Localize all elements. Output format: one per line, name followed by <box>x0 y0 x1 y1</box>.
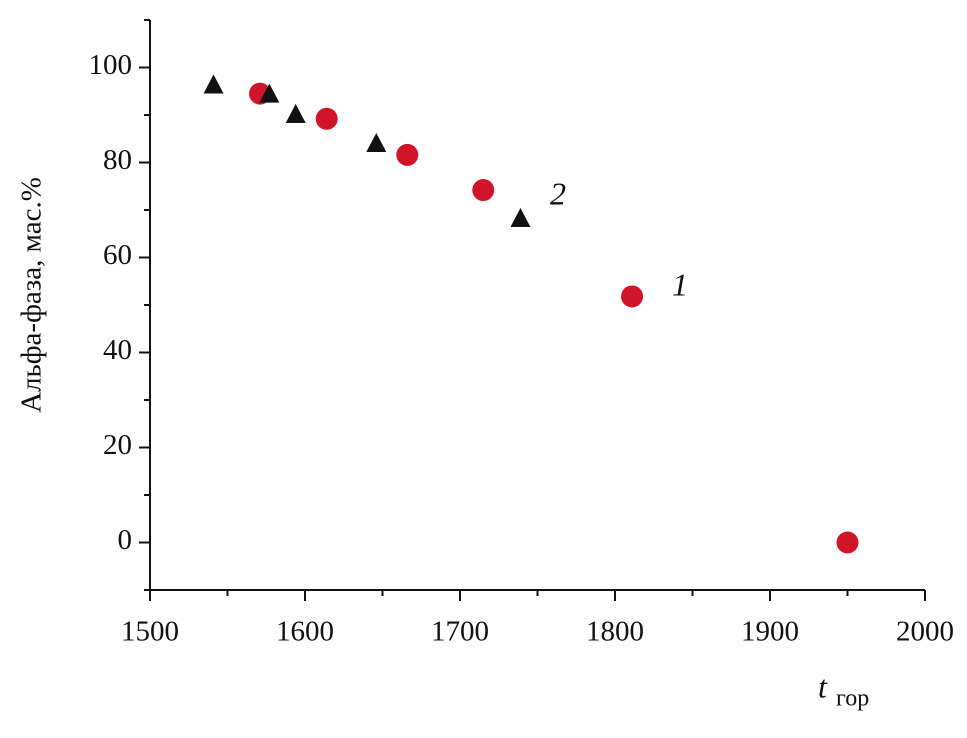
point <box>621 285 644 308</box>
x-tick-label: 2000 <box>896 616 954 648</box>
y-tick-label: 20 <box>103 429 132 461</box>
point <box>259 83 280 103</box>
y-tick-label: 100 <box>89 49 133 81</box>
y-axis-label: Альфа-фаза, мас.% <box>16 177 48 413</box>
y-tick-label: 0 <box>118 524 133 556</box>
x-axis-label: t <box>818 668 828 704</box>
x-tick-label: 1800 <box>586 616 644 648</box>
x-axis-label-sub: гор <box>836 686 869 712</box>
point <box>203 74 224 94</box>
y-tick-label: 60 <box>103 239 132 271</box>
y-tick-label: 80 <box>103 144 132 176</box>
point <box>366 132 387 152</box>
x-tick-label: 1600 <box>276 616 334 648</box>
y-tick-label: 40 <box>103 334 132 366</box>
x-tick-label: 1500 <box>121 616 179 648</box>
point <box>510 208 531 228</box>
point <box>396 143 419 166</box>
x-tick-label: 1700 <box>431 616 489 648</box>
point <box>836 531 859 554</box>
point <box>315 107 338 130</box>
point <box>285 104 306 123</box>
x-tick-label: 1900 <box>741 616 799 648</box>
point <box>472 179 495 202</box>
series-label: 2 <box>550 175 566 211</box>
series-label: 1 <box>672 266 688 302</box>
